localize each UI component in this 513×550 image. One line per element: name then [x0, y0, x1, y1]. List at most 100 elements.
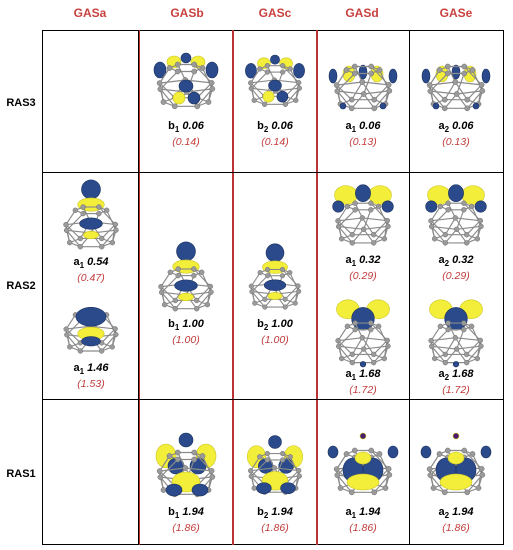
cluster-cage [335, 200, 391, 246]
atom [360, 226, 367, 233]
atom [279, 266, 285, 273]
occupation-value: 0.32 [452, 254, 474, 266]
atom [166, 453, 173, 459]
atom [428, 337, 434, 344]
orbital-lobe [387, 445, 399, 459]
atom [359, 215, 366, 221]
atom [344, 203, 351, 210]
atom [156, 80, 163, 86]
atom [429, 343, 435, 350]
orbital-label: b2 0.06 [236, 120, 314, 136]
atom [381, 236, 388, 242]
orbital-lobe [178, 79, 194, 93]
atom [427, 88, 434, 94]
atom [368, 207, 374, 213]
atom [64, 332, 70, 338]
atom [469, 451, 476, 457]
orbital-lobe [81, 179, 101, 200]
atom [461, 70, 468, 77]
atom [175, 272, 181, 279]
orbital-lobe [421, 68, 431, 84]
atom [174, 61, 181, 68]
atom [191, 272, 197, 279]
occupation-value: 1.68 [359, 368, 381, 380]
orbital-lobe [268, 435, 282, 449]
column-header-gasd: GASd [345, 6, 379, 20]
atom [279, 273, 285, 279]
ras1-gasc-cell: b2 1.94 (1.86) [236, 426, 314, 535]
row-header-ras3: RAS3 [6, 97, 36, 109]
atom [287, 454, 293, 460]
symmetry-label: a [438, 368, 445, 380]
atom [209, 474, 216, 480]
orbital-parenthetical: (1.53) [77, 378, 105, 391]
orbital-lobe [339, 102, 347, 110]
atom [161, 301, 168, 308]
orbital-lobe [178, 432, 194, 448]
cluster-cage [333, 63, 393, 112]
atom [477, 217, 484, 224]
orbital-lobe [178, 292, 194, 302]
atom [428, 223, 435, 230]
atom [109, 239, 116, 246]
symmetry-label: b [257, 120, 264, 132]
atom [282, 296, 288, 302]
orbital-isosurface-image [335, 299, 391, 368]
occupation-value: 1.00 [182, 318, 204, 330]
atom [160, 487, 167, 493]
atom [437, 203, 444, 210]
atom [351, 63, 358, 70]
atom [261, 101, 268, 107]
atom [156, 468, 163, 474]
orbital-parenthetical: (1.86) [349, 522, 377, 535]
atom [436, 67, 443, 73]
atom [349, 359, 356, 366]
atom [208, 468, 215, 474]
atom [431, 355, 438, 362]
atom [338, 236, 345, 242]
atom [205, 99, 212, 105]
atom [271, 465, 277, 471]
atom [463, 231, 470, 238]
atom [96, 204, 102, 210]
atom [370, 351, 377, 358]
orbital-isosurface-image [153, 52, 219, 110]
atom [191, 61, 198, 68]
atom [296, 467, 302, 474]
atom [376, 67, 383, 73]
atom [194, 103, 201, 110]
atom [295, 283, 301, 289]
orbital-lobe [358, 64, 368, 80]
atom [444, 70, 451, 77]
atom [182, 465, 189, 471]
atom [474, 355, 481, 362]
orbital-lobe [79, 217, 103, 230]
orbital-lobe [245, 63, 257, 79]
atom [199, 453, 206, 459]
orbital-isosurface-image [155, 432, 217, 498]
occupation-value: 1.46 [87, 362, 109, 374]
atom [464, 96, 471, 103]
atom [172, 297, 179, 304]
orbital-parenthetical: (1.86) [442, 522, 470, 535]
atom [191, 266, 197, 272]
atom [384, 337, 390, 344]
atom [157, 474, 164, 480]
orbital-lobe [83, 230, 99, 240]
atom [282, 304, 288, 310]
atom [461, 320, 467, 326]
atom [262, 304, 268, 310]
atom [445, 200, 451, 206]
occupation-value: 0.32 [359, 254, 381, 266]
atom [248, 80, 254, 86]
atom [257, 270, 263, 276]
ras2-gasd-cell-upper: a1 0.32 (0.29) [320, 178, 406, 283]
orbital-lobe [256, 482, 272, 495]
occupation-value: 1.94 [359, 506, 381, 518]
atom [427, 472, 434, 478]
atom [478, 223, 484, 230]
orbital-lobe [205, 61, 219, 79]
column-divider [139, 30, 140, 545]
atom [445, 326, 451, 333]
atom [248, 85, 254, 92]
